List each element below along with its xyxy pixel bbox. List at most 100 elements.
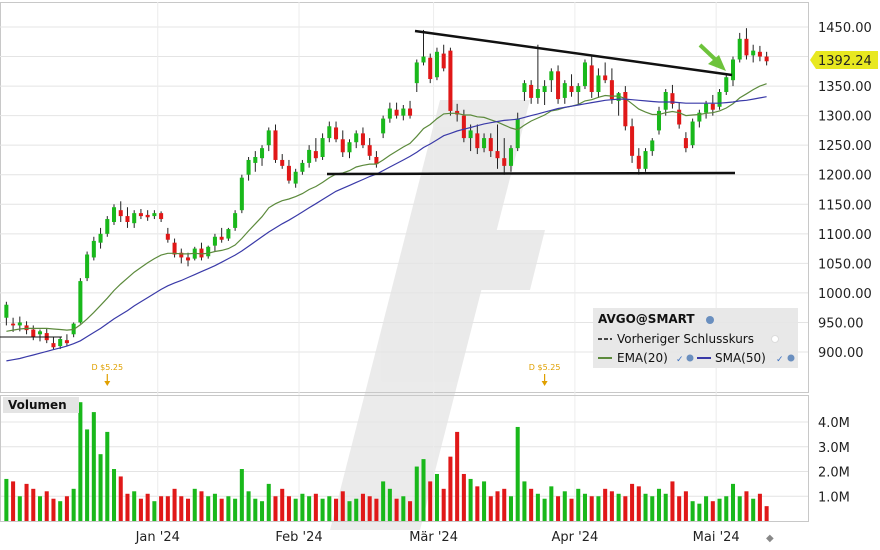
candle-body bbox=[206, 246, 211, 257]
volume-bar bbox=[562, 491, 567, 521]
candle-body bbox=[253, 157, 258, 163]
candle-body bbox=[24, 325, 29, 331]
volume-bar bbox=[31, 488, 36, 521]
candle-body bbox=[428, 57, 433, 79]
candle-body bbox=[11, 323, 16, 326]
volume-bar bbox=[280, 488, 285, 521]
volume-bar bbox=[367, 496, 372, 521]
volume-bar bbox=[381, 481, 386, 521]
candle-body bbox=[455, 110, 460, 115]
candle-body bbox=[697, 112, 702, 122]
volume-bar bbox=[300, 493, 305, 521]
ema-settings-icon[interactable] bbox=[686, 354, 694, 362]
candle-body bbox=[596, 75, 601, 92]
candle-body bbox=[91, 240, 96, 258]
candle-body bbox=[266, 130, 271, 146]
candle-body bbox=[111, 207, 117, 222]
time-tick-label: Mai '24 bbox=[693, 530, 740, 545]
candle-body bbox=[616, 93, 621, 101]
volume-bar bbox=[239, 469, 244, 521]
ema-dropdown-icon[interactable]: ✓ bbox=[676, 355, 684, 365]
candle-body bbox=[360, 133, 365, 146]
volume-bar bbox=[569, 498, 574, 521]
candle-body bbox=[502, 158, 507, 166]
volume-bar bbox=[448, 456, 453, 521]
volume-bar bbox=[670, 481, 675, 521]
symbol-settings-icon[interactable] bbox=[706, 316, 714, 324]
scroll-handle-icon[interactable]: ◆ bbox=[766, 533, 774, 544]
candle-body bbox=[233, 213, 238, 228]
volume-bar bbox=[434, 473, 439, 521]
volume-bar bbox=[502, 488, 507, 521]
volume-bar bbox=[630, 483, 635, 521]
candle-body bbox=[488, 138, 493, 152]
volume-bar bbox=[152, 501, 157, 521]
volume-bar bbox=[125, 493, 130, 521]
ema20-line bbox=[6, 83, 767, 332]
candle-body bbox=[58, 339, 63, 347]
candle-body bbox=[582, 62, 587, 87]
candle-body bbox=[475, 133, 480, 149]
price-tick-label: 950.00 bbox=[818, 316, 864, 331]
volume-bar bbox=[111, 469, 117, 521]
candle-body bbox=[313, 151, 318, 159]
volume-bar bbox=[576, 488, 581, 521]
candle-body bbox=[589, 65, 594, 92]
volume-bar bbox=[683, 491, 688, 521]
volume-bar bbox=[710, 501, 715, 521]
volume-bar bbox=[690, 501, 695, 521]
candle-body bbox=[549, 71, 554, 81]
prev-close-toggle-icon[interactable] bbox=[771, 335, 779, 343]
volume-bar bbox=[37, 496, 43, 521]
legend[interactable]: AVGO@SMART Vorheriger Schlusskurs EMA(20… bbox=[593, 308, 798, 368]
candle-body bbox=[152, 213, 157, 217]
candle-body bbox=[542, 86, 547, 92]
volume-bar bbox=[374, 498, 379, 521]
volume-bar bbox=[724, 496, 729, 521]
candle-body bbox=[31, 329, 36, 338]
candle-body bbox=[515, 118, 520, 149]
candle-body bbox=[334, 127, 339, 140]
volume-bar bbox=[334, 498, 339, 521]
volume-bar bbox=[414, 466, 419, 521]
candle-body bbox=[556, 71, 561, 100]
volume-bar bbox=[266, 483, 271, 521]
volume-bar bbox=[697, 503, 702, 521]
volume-bar bbox=[327, 496, 332, 521]
volume-bar bbox=[347, 501, 352, 521]
candle-body bbox=[710, 103, 715, 110]
price-tick-label: 1050.00 bbox=[818, 257, 872, 272]
candle-body bbox=[704, 103, 709, 113]
volume-bar bbox=[603, 488, 608, 521]
volume-bar bbox=[138, 498, 143, 521]
time-tick-label: Feb '24 bbox=[275, 530, 322, 545]
volume-bar bbox=[636, 486, 641, 521]
price-tick-label: 1200.00 bbox=[818, 169, 872, 184]
candle-body bbox=[434, 51, 439, 78]
volume-bar bbox=[421, 459, 426, 521]
candle-body bbox=[340, 139, 345, 153]
time-grid bbox=[157, 2, 717, 521]
volume-bar bbox=[704, 496, 709, 521]
candle-body bbox=[226, 229, 231, 239]
volume-bar bbox=[529, 488, 534, 521]
candle-body bbox=[212, 236, 217, 246]
sma-dropdown-icon[interactable]: ✓ bbox=[776, 355, 784, 365]
volume-bar bbox=[556, 496, 561, 521]
volume-bar bbox=[64, 496, 69, 521]
volume-bar bbox=[757, 493, 762, 521]
candle-body bbox=[159, 213, 164, 220]
candle-body bbox=[367, 145, 372, 156]
candle-body bbox=[717, 92, 722, 107]
candle-body bbox=[468, 130, 473, 139]
price-tick-label: 1100.00 bbox=[818, 228, 872, 243]
candle-body bbox=[293, 171, 298, 184]
volume-panel bbox=[0, 395, 809, 522]
sma-settings-icon[interactable] bbox=[787, 354, 795, 362]
price-tick-label: 1000.00 bbox=[818, 287, 872, 302]
candle-body bbox=[246, 159, 251, 175]
legend-symbol[interactable]: AVGO@SMART bbox=[598, 312, 695, 326]
volume-bar bbox=[58, 501, 63, 521]
price-grid bbox=[0, 26, 808, 353]
price-tick-label: 900.00 bbox=[818, 346, 864, 361]
